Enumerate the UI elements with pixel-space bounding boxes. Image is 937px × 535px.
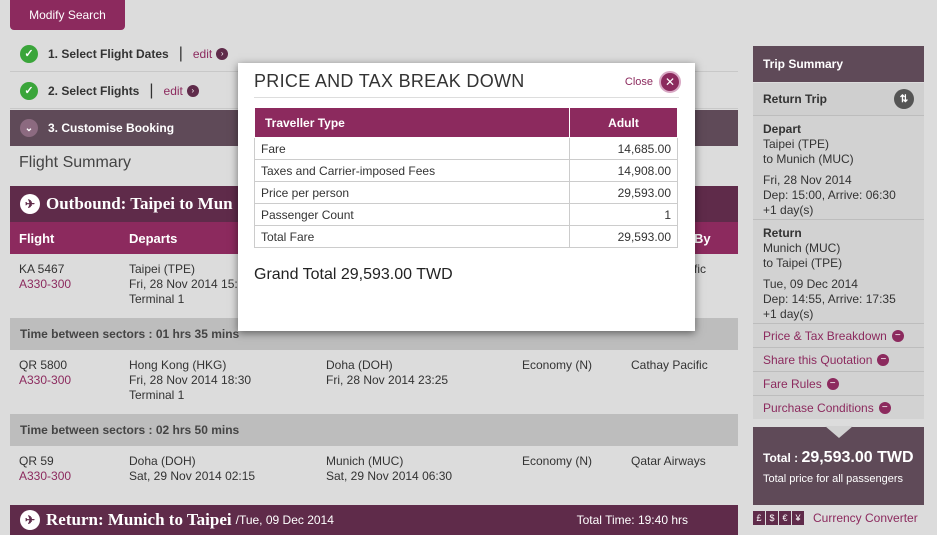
dep-time: Sat, 29 Nov 2014 02:15	[129, 469, 256, 483]
return-title: Return: Munich to Taipei	[46, 510, 232, 529]
plane-icon: ✈	[20, 510, 40, 530]
step-label: 1. Select Flight Dates	[48, 46, 169, 61]
dep-time: Fri, 28 Nov 2014 15:	[129, 277, 238, 291]
divider: |	[149, 81, 154, 99]
step-label: 2. Select Flights	[48, 83, 140, 98]
operator: Qatar Airways	[631, 454, 706, 468]
price-breakdown-modal: PRICE AND TAX BREAK DOWN Close ✕ Travell…	[238, 63, 695, 331]
table-row: Taxes and Carrier-imposed Fees 14,908.00	[254, 159, 678, 182]
operator: Cathay Pacific	[631, 358, 708, 372]
purchase-conditions-link[interactable]: Purchase Conditions −	[753, 395, 924, 419]
aircraft-link[interactable]: A330-300	[19, 277, 72, 291]
edit-flights-link[interactable]: edit ›	[164, 84, 199, 98]
arr-city: Doha (DOH)	[326, 358, 393, 372]
swap-icon[interactable]: ⇅	[894, 89, 914, 109]
step-label: 3. Customise Booking	[48, 121, 175, 135]
dep-city: Taipei (TPE)	[129, 262, 196, 276]
table-row: Total Fare 29,593.00	[254, 225, 678, 248]
minus-icon: −	[891, 329, 904, 342]
aircraft-link[interactable]: A330-300	[19, 373, 72, 387]
flight-number: KA 5467	[19, 262, 65, 276]
return-trip-header: Return Trip ⇅	[753, 83, 924, 115]
outbound-title: Outbound: Taipei to Mun	[46, 194, 233, 213]
return-summary: Return Munich (MUC) to Taipei (TPE) Tue,…	[753, 219, 924, 323]
dep-city: Hong Kong (HKG)	[129, 358, 227, 372]
header-traveller-type: Traveller Type	[254, 107, 570, 138]
share-quotation-link[interactable]: Share this Quotation −	[753, 347, 924, 371]
chevron-down-icon: ⌄	[20, 119, 38, 137]
operator: fic	[694, 262, 706, 276]
chevron-right-icon: ›	[216, 47, 229, 60]
table-row: Passenger Count 1	[254, 203, 678, 226]
pound-icon: £	[753, 511, 765, 525]
header-adult: Adult	[569, 107, 678, 138]
arr-city: Munich (MUC)	[326, 454, 404, 468]
total-note: Total price for all passengers	[763, 473, 904, 485]
dep-city: Doha (DOH)	[129, 454, 196, 468]
total-price-box: Total : 29,593.00 TWD Total price for al…	[753, 426, 924, 505]
chevron-right-icon: ›	[186, 84, 199, 97]
flight-number: QR 59	[19, 454, 54, 468]
divider: |	[178, 44, 183, 62]
modal-title: PRICE AND TAX BREAK DOWN	[254, 71, 525, 91]
divider	[254, 97, 679, 98]
edit-dates-link[interactable]: edit ›	[193, 47, 229, 61]
check-icon: ✓	[20, 44, 38, 63]
minus-icon: −	[878, 401, 891, 414]
sector-gap-2: Time between sectors : 02 hrs 50 mins	[10, 414, 738, 446]
minus-icon: −	[877, 353, 890, 366]
currency-converter-label: Currency Converter	[813, 511, 918, 525]
cabin: Economy (N)	[522, 358, 593, 372]
aircraft-link[interactable]: A330-300	[19, 469, 72, 483]
flight-summary-title: Flight Summary	[19, 154, 132, 171]
table-row: Fare 14,685.00	[254, 137, 678, 160]
close-button[interactable]: Close ✕	[625, 71, 681, 93]
trip-summary-title: Trip Summary	[753, 46, 924, 82]
price-tax-breakdown-link[interactable]: Price & Tax Breakdown −	[753, 323, 924, 347]
check-icon: ✓	[20, 81, 38, 100]
arr-time: Fri, 28 Nov 2014 23:25	[326, 373, 449, 387]
price-table: Traveller Type Adult Fare 14,685.00 Taxes…	[254, 107, 678, 248]
close-icon: ✕	[659, 71, 681, 93]
col-departs: Departs	[129, 231, 178, 246]
dep-time: Fri, 28 Nov 2014 18:30	[129, 373, 252, 387]
modify-search-button[interactable]: Modify Search	[10, 0, 125, 30]
fare-rules-link[interactable]: Fare Rules −	[753, 371, 924, 395]
terminal: Terminal 1	[129, 388, 185, 402]
col-flight: Flight	[19, 231, 55, 246]
arr-time: Sat, 29 Nov 2014 06:30	[326, 469, 453, 483]
currency-converter-link[interactable]: £ $ € ¥ Currency Converter	[753, 511, 918, 525]
plane-icon: ✈	[20, 194, 40, 214]
cabin: Economy (N)	[522, 454, 593, 468]
euro-icon: €	[779, 511, 791, 525]
flight-number: QR 5800	[19, 358, 68, 372]
terminal: Terminal 1	[129, 292, 185, 306]
return-date: /Tue, 09 Dec 2014	[235, 513, 334, 527]
trip-summary-panel: Trip Summary Return Trip ⇅ Depart Taipei…	[753, 46, 924, 505]
yen-icon: ¥	[792, 511, 804, 525]
grand-total: Grand Total 29,593.00 TWD	[254, 266, 453, 283]
return-bar: ✈ Return: Munich to Taipei /Tue, 09 Dec …	[10, 505, 738, 535]
depart-summary: Depart Taipei (TPE) to Munich (MUC) Fri,…	[753, 115, 924, 219]
dollar-icon: $	[766, 511, 778, 525]
col-by: By	[694, 231, 711, 246]
table-row: Price per person 29,593.00	[254, 181, 678, 204]
total-time: Total Time: 19:40 hrs	[576, 513, 688, 527]
total-label: Total :	[763, 451, 802, 465]
minus-icon: −	[826, 377, 839, 390]
total-amount: 29,593.00 TWD	[801, 449, 914, 466]
